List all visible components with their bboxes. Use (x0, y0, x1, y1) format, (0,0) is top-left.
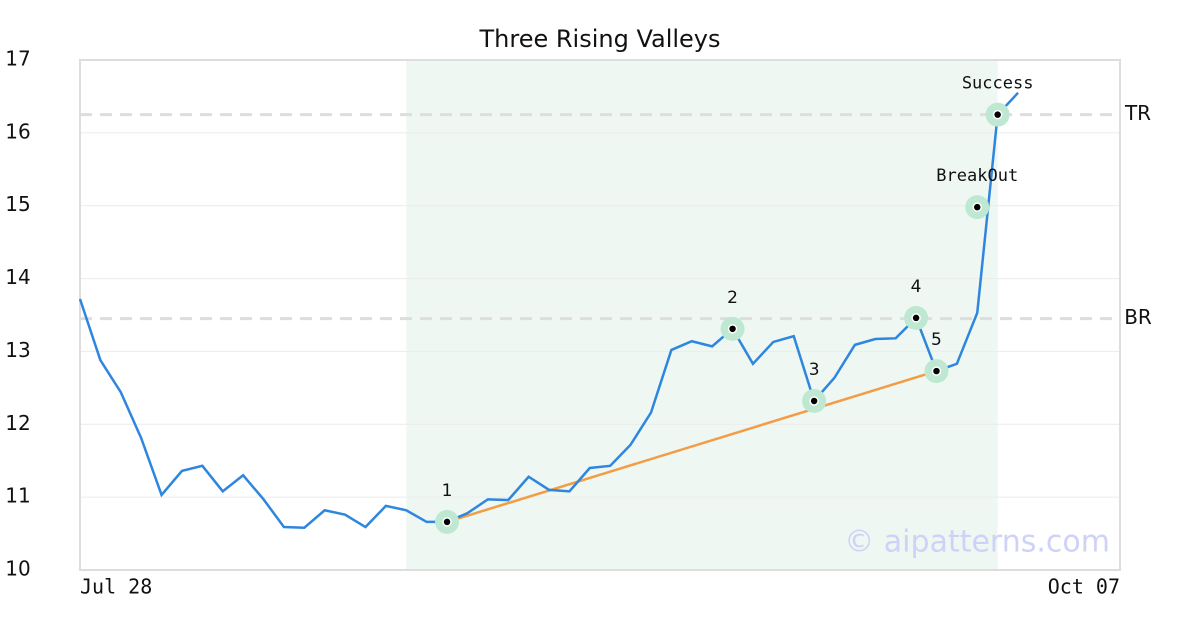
marker-dot (931, 366, 942, 376)
y-tick-label: 10 (5, 557, 30, 581)
shaded-region (406, 60, 998, 570)
marker-dot (442, 517, 452, 527)
marker-label: 4 (911, 277, 922, 297)
marker-dot (809, 396, 819, 406)
marker-label: BreakOut (936, 166, 1018, 186)
marker-label: 3 (809, 360, 820, 380)
level-label: BR (1124, 305, 1152, 329)
watermark: © aipatterns.com (844, 525, 1110, 560)
plot-frame (79, 59, 1121, 571)
marker-label: Success (962, 74, 1034, 94)
marker-dot (727, 324, 738, 334)
y-tick-label: 15 (5, 192, 30, 216)
y-tick-label: 14 (5, 265, 30, 289)
x-tick-label: Jul 28 (80, 575, 152, 599)
marker-label: 2 (727, 288, 738, 308)
y-tick-label: 12 (5, 411, 30, 435)
y-tick-label: 11 (5, 484, 30, 508)
chart-title: Three Rising Valleys (478, 25, 720, 53)
marker-label: 5 (931, 330, 942, 350)
marker-label: 1 (442, 481, 453, 501)
y-tick-label: 17 (5, 47, 30, 71)
x-tick-label: Oct 07 (1048, 575, 1120, 599)
marker-dot (972, 202, 983, 212)
marker-dot (992, 109, 1003, 120)
marker-dot (911, 313, 921, 323)
trend-line (446, 369, 937, 524)
price-line (78, 91, 1019, 530)
level-label: TR (1124, 101, 1151, 125)
y-tick-label: 16 (5, 119, 30, 143)
y-tick-label: 13 (5, 338, 30, 362)
